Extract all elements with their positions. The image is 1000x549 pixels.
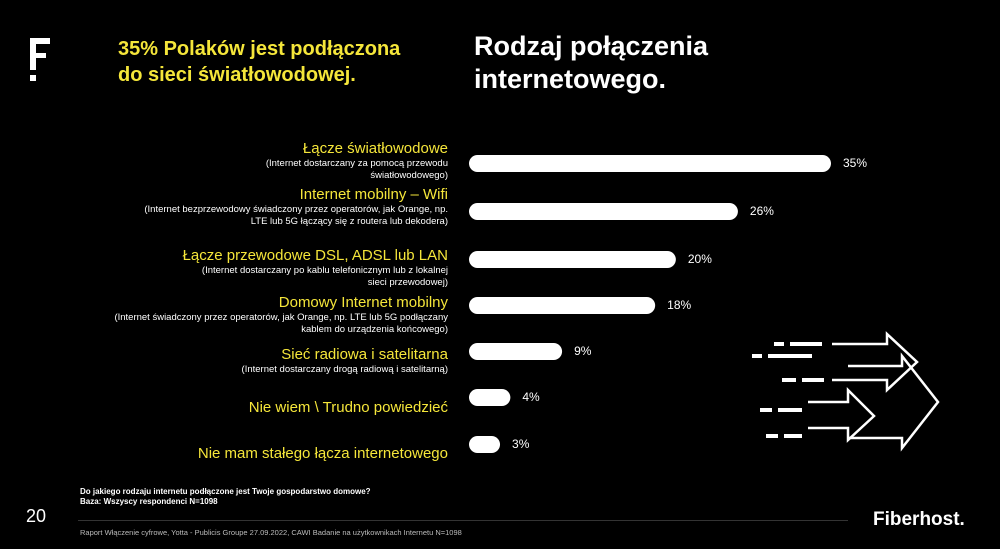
divider (78, 520, 848, 521)
arrows-decoration-icon (752, 331, 940, 452)
footnote: Do jakiego rodzaju internetu podłączone … (80, 487, 371, 507)
bar-value-label: 20% (688, 252, 712, 266)
category-label-main: Nie wiem \ Trudno powiedzieć (248, 399, 448, 416)
category-label-main: Łącze światłowodowe (302, 140, 448, 157)
bar (469, 251, 676, 268)
bar (469, 436, 501, 453)
bar-value-label: 3% (512, 437, 530, 451)
category-label: Internet mobilny – Wifi (Internet bezprz… (118, 186, 448, 227)
category-labels: Łącze światłowodowe (Internet dostarczan… (100, 0, 448, 549)
category-label: Nie mam stałego łącza internetowego (118, 445, 448, 463)
bar (469, 343, 563, 360)
category-label: Łącze przewodowe DSL, ADSL lub LAN (Inte… (118, 247, 448, 288)
brand-logo: Fiberhost. (873, 509, 965, 530)
footnote-question: Do jakiego rodzaju internetu podłączone … (80, 487, 371, 496)
category-label-main: Internet mobilny – Wifi (299, 186, 448, 203)
bar (469, 203, 738, 220)
bar (469, 297, 656, 314)
category-label-main: Łącze przewodowe DSL, ADSL lub LAN (182, 247, 448, 264)
category-label: Łącze światłowodowe (Internet dostarczan… (118, 140, 448, 181)
bar-value-label: 18% (667, 298, 691, 312)
category-label: Sieć radiowa i satelitarna (Internet dos… (118, 346, 448, 376)
headline: 35% Polaków jest podłączona do sieci świ… (118, 38, 401, 86)
category-label-main: Sieć radiowa i satelitarna (281, 346, 448, 363)
category-label-main: Nie mam stałego łącza internetowego (197, 445, 448, 462)
category-label: Domowy Internet mobilny (Internet świadc… (108, 294, 448, 335)
source-note: Raport Włączenie cyfrowe, Yotta - Public… (80, 528, 462, 537)
page-number: 20 (26, 506, 47, 526)
category-label-sub: (Internet dostarczany drogą radiową i sa… (241, 364, 448, 375)
bar-value-label: 4% (522, 390, 540, 404)
bar (469, 155, 831, 172)
category-label: Nie wiem \ Trudno powiedzieć (118, 399, 448, 417)
chart-title: Rodzaj połączenia internetowego. (474, 31, 709, 94)
fiberhost-logo-icon (30, 38, 50, 81)
bar-value-label: 9% (574, 344, 592, 358)
category-label-sub: (Internet świadczony przez operatorów, j… (114, 312, 448, 335)
footnote-base: Baza: Wszyscy respondenci N=1098 (80, 497, 218, 506)
bar-value-label: 26% (750, 204, 774, 218)
bar-value-label: 35% (843, 156, 867, 170)
category-label-sub: (Internet bezprzewodowy świadczony przez… (144, 204, 448, 227)
bar (469, 389, 511, 406)
category-label-main: Domowy Internet mobilny (278, 294, 448, 311)
category-label-sub: (Internet dostarczany po kablu telefonic… (201, 265, 448, 288)
category-label-sub: (Internet dostarczany za pomocą przewodu… (265, 158, 448, 181)
